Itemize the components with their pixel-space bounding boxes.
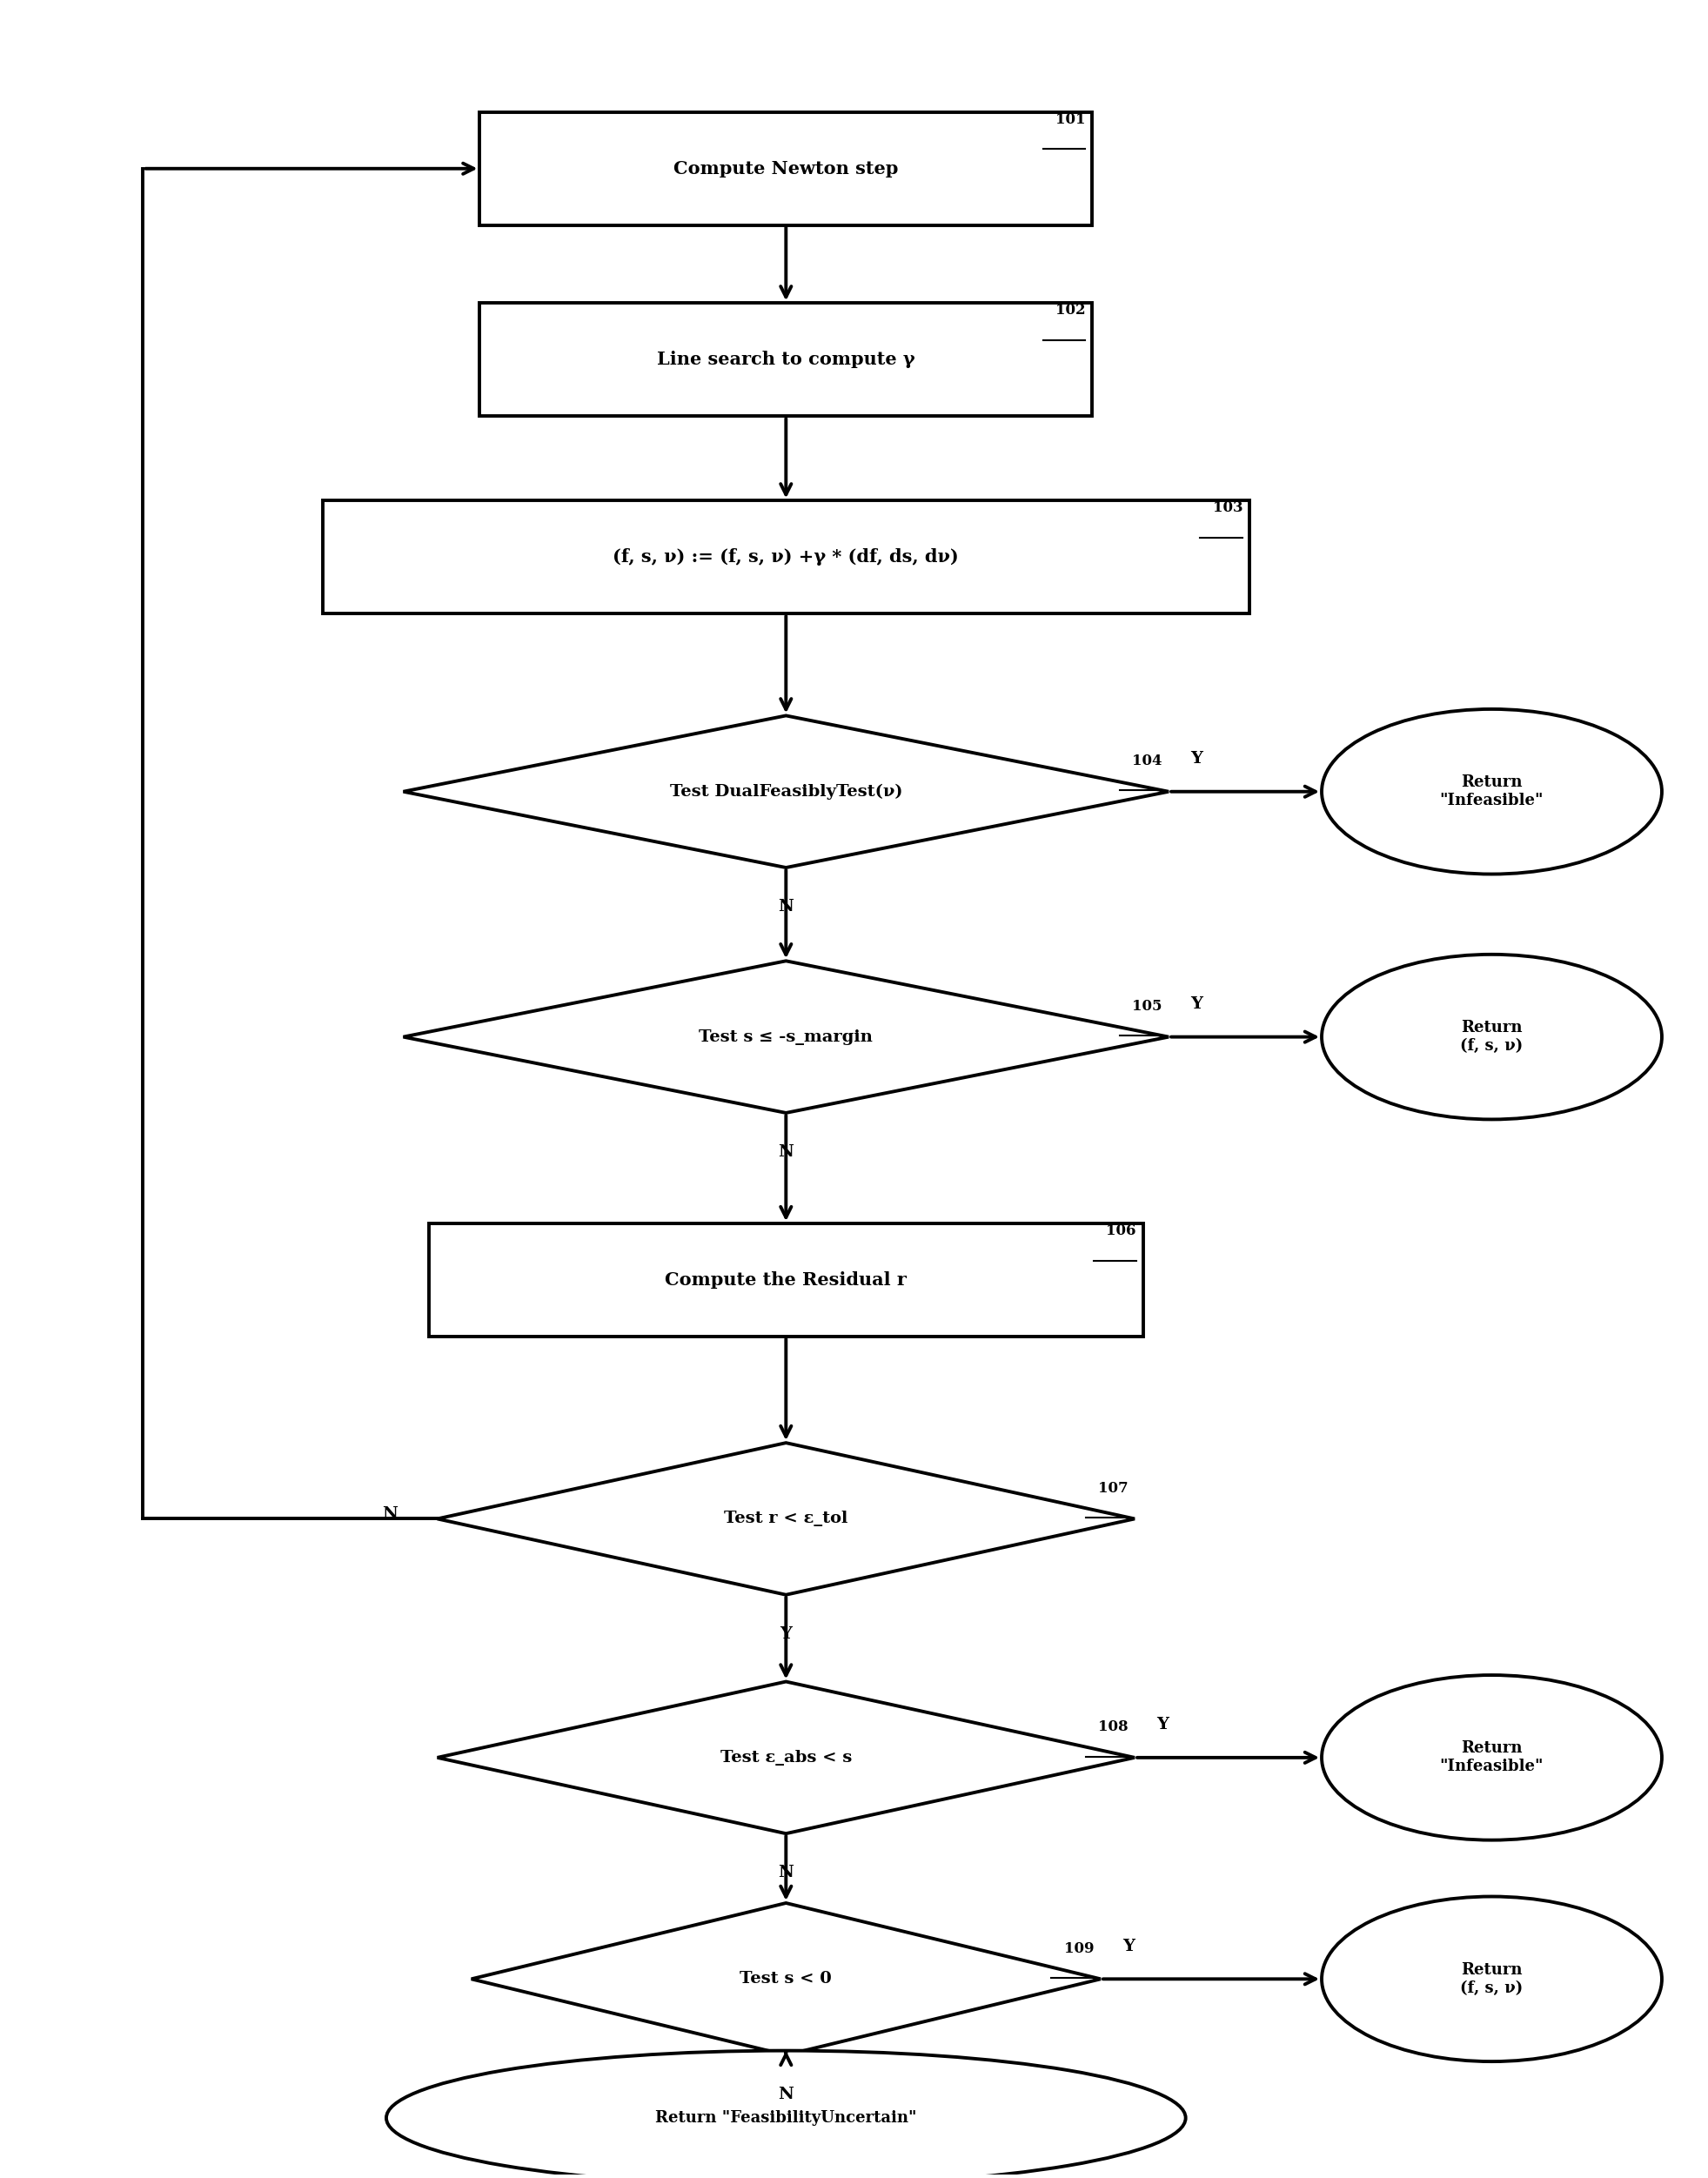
Text: Y: Y xyxy=(1122,1938,1134,1954)
Text: N: N xyxy=(779,1864,794,1880)
Text: 102: 102 xyxy=(1056,303,1085,318)
Bar xyxy=(429,1224,1143,1337)
Text: 101: 101 xyxy=(1056,111,1085,126)
Text: Compute Newton step: Compute Newton step xyxy=(673,159,898,176)
Text: Y: Y xyxy=(781,1627,793,1642)
Polygon shape xyxy=(471,1904,1100,2056)
Text: Line search to compute γ: Line search to compute γ xyxy=(658,351,915,368)
Bar xyxy=(480,111,1091,224)
Text: N: N xyxy=(779,1143,794,1159)
Text: Return
"Infeasible": Return "Infeasible" xyxy=(1440,1740,1544,1775)
Text: Test s ≤ -s_margin: Test s ≤ -s_margin xyxy=(699,1028,873,1045)
Polygon shape xyxy=(403,960,1168,1113)
Text: Test DualFeasiblyTest(ν): Test DualFeasiblyTest(ν) xyxy=(670,784,902,799)
Text: Compute the Residual r: Compute the Residual r xyxy=(664,1272,907,1289)
Text: Return
(f, s, ν): Return (f, s, ν) xyxy=(1460,1962,1524,1995)
Polygon shape xyxy=(437,1681,1134,1834)
Text: N: N xyxy=(779,2087,794,2102)
Text: Return
"Infeasible": Return "Infeasible" xyxy=(1440,775,1544,808)
Text: 105: 105 xyxy=(1132,1000,1161,1013)
Ellipse shape xyxy=(386,2052,1185,2178)
Text: Y: Y xyxy=(1156,1716,1168,1734)
Text: 106: 106 xyxy=(1107,1224,1136,1239)
Text: 103: 103 xyxy=(1213,501,1243,516)
Text: 108: 108 xyxy=(1098,1721,1127,1734)
Polygon shape xyxy=(403,717,1168,867)
Text: 109: 109 xyxy=(1064,1941,1093,1956)
Polygon shape xyxy=(437,1442,1134,1594)
Ellipse shape xyxy=(1322,954,1662,1119)
Text: N: N xyxy=(383,1507,398,1522)
Ellipse shape xyxy=(1322,710,1662,873)
Text: Test s < 0: Test s < 0 xyxy=(740,1971,832,1986)
Ellipse shape xyxy=(1322,1675,1662,1840)
Text: Return
(f, s, ν): Return (f, s, ν) xyxy=(1460,1019,1524,1054)
Text: Test r < ε_tol: Test r < ε_tol xyxy=(724,1512,847,1527)
Text: N: N xyxy=(779,900,794,915)
Text: Y: Y xyxy=(1190,751,1202,767)
Text: 104: 104 xyxy=(1132,754,1161,769)
Text: 107: 107 xyxy=(1098,1481,1127,1496)
Bar xyxy=(323,501,1250,614)
Text: (f, s, ν) := (f, s, ν) +γ * (df, ds, dν): (f, s, ν) := (f, s, ν) +γ * (df, ds, dν) xyxy=(613,549,958,566)
Text: Y: Y xyxy=(1190,998,1202,1013)
Text: Test ε_abs < s: Test ε_abs < s xyxy=(721,1749,852,1766)
Ellipse shape xyxy=(1322,1897,1662,2063)
Text: Return "FeasibilityUncertain": Return "FeasibilityUncertain" xyxy=(656,2110,917,2126)
Bar xyxy=(480,303,1091,416)
